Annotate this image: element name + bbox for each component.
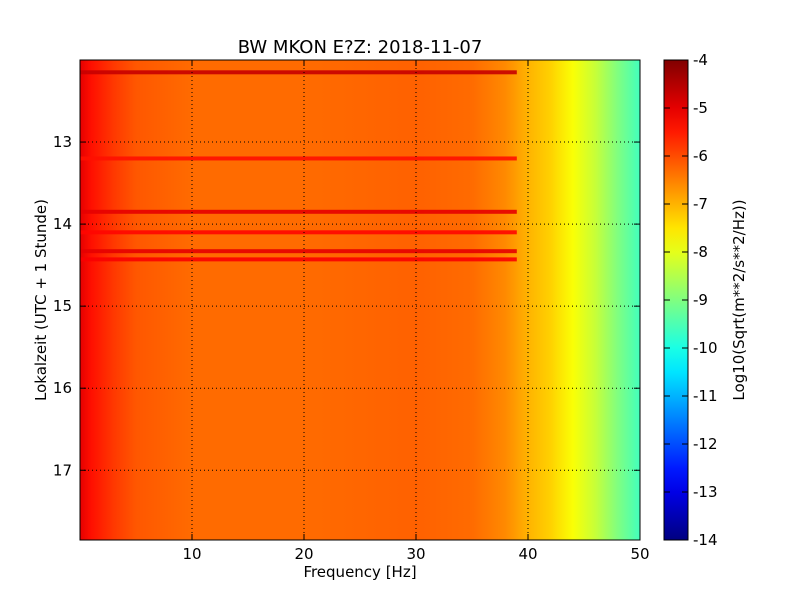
y-tick-label: 14 (53, 215, 72, 233)
colorbar-label: Log10(Sqrt(m**2/s**2/Hz)) (730, 199, 748, 400)
colorbar-tick-label: -10 (693, 339, 718, 357)
energy-band-0 (80, 70, 517, 75)
x-tick-label: 10 (182, 545, 201, 563)
x-tick-label: 40 (518, 545, 537, 563)
colorbar-tick-label: -9 (693, 291, 708, 309)
y-tick-label: 15 (53, 297, 72, 315)
energy-band-5 (80, 257, 517, 262)
y-axis-ticks: 13 14 15 16 17 (53, 133, 640, 479)
plot-frame (79, 59, 641, 541)
colorbar-tick-label: -13 (693, 483, 718, 501)
spectrogram-background (80, 60, 640, 540)
x-tick-label: 50 (630, 545, 649, 563)
colorbar-tick-label: -14 (693, 531, 718, 549)
chart-title: BW MKON E?Z: 2018-11-07 (238, 37, 483, 58)
grid-lines (80, 60, 640, 540)
high-energy-bands (80, 70, 517, 262)
colorbar-tick-label: -6 (693, 147, 708, 165)
y-axis-label: Lokalzeit (UTC + 1 Stunde) (32, 199, 50, 401)
x-tick-label: 20 (294, 545, 313, 563)
colorbar-tick-label: -8 (693, 243, 708, 261)
colorbar-tick-label: -4 (693, 51, 708, 69)
y-tick-label: 16 (53, 379, 72, 397)
energy-band-2 (80, 209, 517, 214)
x-tick-label: 30 (406, 545, 425, 563)
plot-area (80, 60, 640, 540)
energy-band-4 (80, 249, 517, 254)
y-tick-label: 17 (53, 461, 72, 479)
colorbar-tick-label: -11 (693, 387, 718, 405)
colorbar-tick-label: -12 (693, 435, 718, 453)
y-tick-label: 13 (53, 133, 72, 151)
energy-band-1 (80, 156, 517, 161)
colorbar-ticks: -4 -5 -6 -7 -8 -9 -10 -11 -12 -13 -14 (664, 51, 718, 549)
x-axis-ticks: 10 20 30 40 50 (182, 60, 650, 563)
energy-band-3 (80, 230, 517, 235)
colorbar-tick-label: -5 (693, 99, 708, 117)
colorbar-tick-label: -7 (693, 195, 708, 213)
x-axis-label: Frequency [Hz] (303, 563, 416, 581)
